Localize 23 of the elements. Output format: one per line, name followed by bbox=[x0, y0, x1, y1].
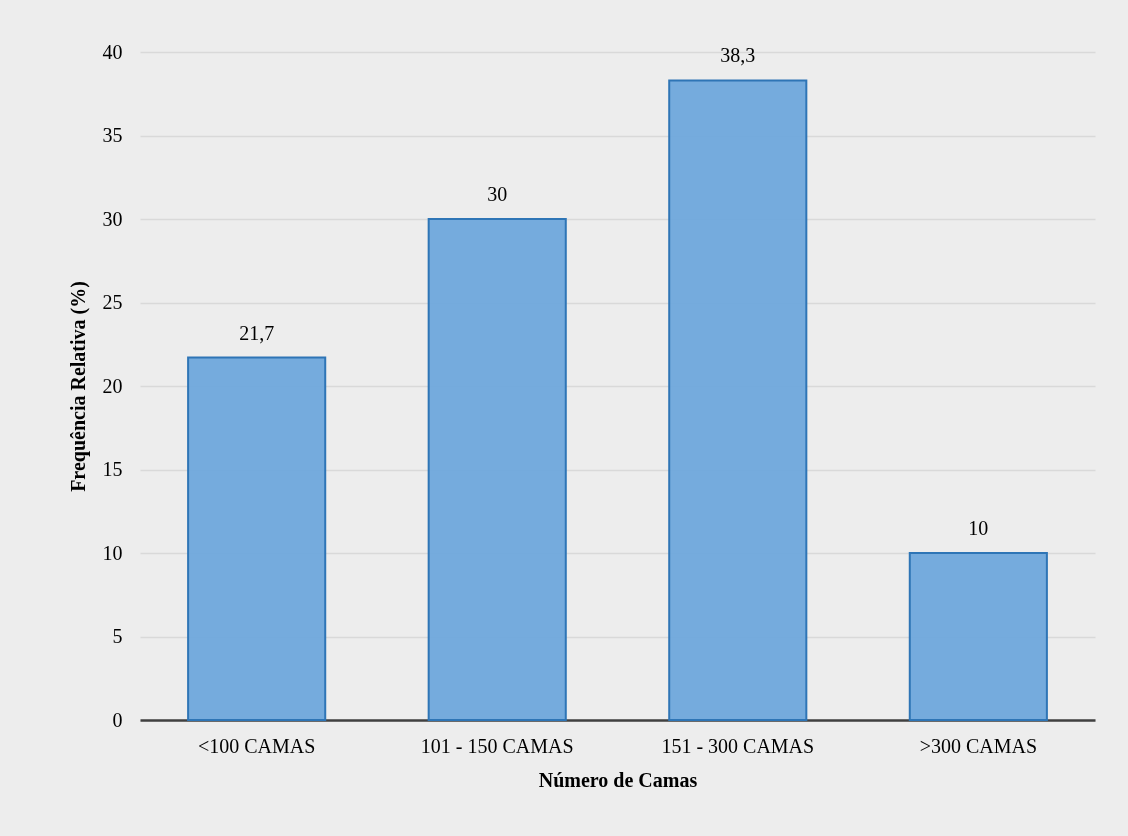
y-tick-label: 20 bbox=[102, 374, 123, 397]
y-tick-label: 15 bbox=[102, 458, 123, 480]
x-tick-label: 151 - 300 CAMAS bbox=[661, 734, 815, 757]
y-axis-title: Frequência Relativa (%) bbox=[66, 281, 90, 492]
bar bbox=[908, 552, 1048, 721]
data-label: 30 bbox=[487, 183, 508, 205]
data-label: 10 bbox=[968, 517, 989, 539]
x-tick-label: 101 - 150 CAMAS bbox=[420, 734, 574, 757]
bar bbox=[427, 218, 567, 721]
data-label: 38,3 bbox=[720, 44, 756, 67]
y-tick-label: 40 bbox=[102, 40, 123, 63]
y-tick-label: 5 bbox=[112, 625, 123, 647]
bar bbox=[187, 356, 327, 721]
x-axis-title: Número de Camas bbox=[538, 768, 698, 791]
data-label: 21,7 bbox=[239, 321, 275, 344]
y-tick-label: 10 bbox=[102, 541, 123, 564]
x-tick-label: >300 CAMAS bbox=[919, 734, 1038, 757]
y-tick-label: 30 bbox=[102, 207, 123, 230]
y-tick-label: 25 bbox=[102, 291, 123, 313]
bar bbox=[668, 79, 808, 721]
y-tick-label: 35 bbox=[102, 124, 123, 146]
x-tick-label: <100 CAMAS bbox=[197, 734, 316, 757]
y-tick-label: 0 bbox=[112, 708, 123, 731]
